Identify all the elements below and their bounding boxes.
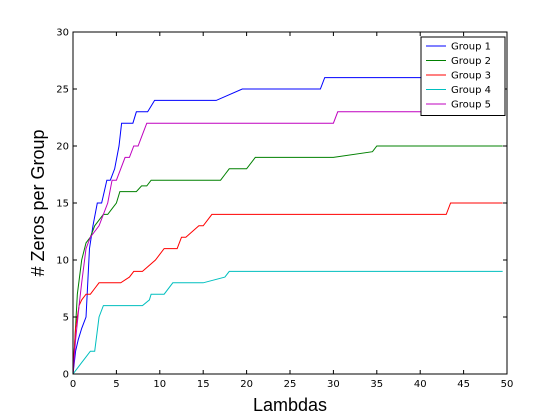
series-line-3 [72,202,503,375]
y-tick-label: 0 [63,370,69,381]
legend-label-2: Group 2 [451,56,491,67]
series-line-5 [72,111,503,375]
y-axis-label: # Zeros per Group [28,129,48,276]
legend-label-1: Group 1 [451,42,491,53]
y-tick-label: 20 [56,142,69,153]
x-axis-label: Lambdas [253,395,327,415]
x-tick-label: 0 [70,379,76,390]
y-tick-label: 5 [63,313,69,324]
y-tick-label: 25 [56,85,69,96]
ticks-layer: 0 5 10 15 20 25 30 35 40 45 50 0 5 10 15 20 25 30 [56,28,513,391]
x-tick-label: 30 [327,379,340,390]
series-layer [72,77,503,375]
x-tick-label: 40 [414,379,427,390]
legend-label-3: Group 3 [451,71,491,82]
x-tick-label: 10 [153,379,166,390]
legend-label-5: Group 5 [451,100,491,111]
series-line-4 [72,270,503,375]
legend: Group 1 Group 2 Group 3 Group 4 Group 5 [420,36,506,116]
y-tick-label: 10 [56,256,69,267]
series-line-2 [72,145,503,375]
x-tick-label: 15 [197,379,210,390]
y-tick-label: 15 [56,199,69,210]
x-tick-label: 45 [457,379,470,390]
x-tick-label: 50 [501,379,514,390]
legend-label-4: Group 4 [451,85,491,96]
y-tick-label: 30 [56,28,69,39]
x-tick-label: 25 [284,379,297,390]
x-tick-label: 5 [113,379,119,390]
legend-box [420,36,506,116]
x-tick-label: 20 [240,379,253,390]
x-tick-label: 35 [370,379,383,390]
series-line-1 [72,77,503,375]
